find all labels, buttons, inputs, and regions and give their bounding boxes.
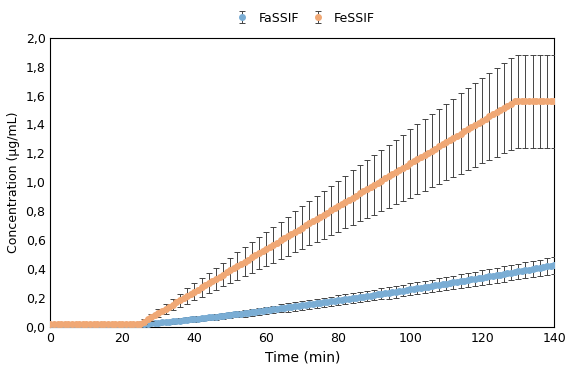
Legend: FaSSIF, FeSSIF: FaSSIF, FeSSIF [225,7,380,30]
X-axis label: Time (min): Time (min) [265,350,340,364]
Y-axis label: Concentration (μg/mL): Concentration (μg/mL) [7,111,20,253]
